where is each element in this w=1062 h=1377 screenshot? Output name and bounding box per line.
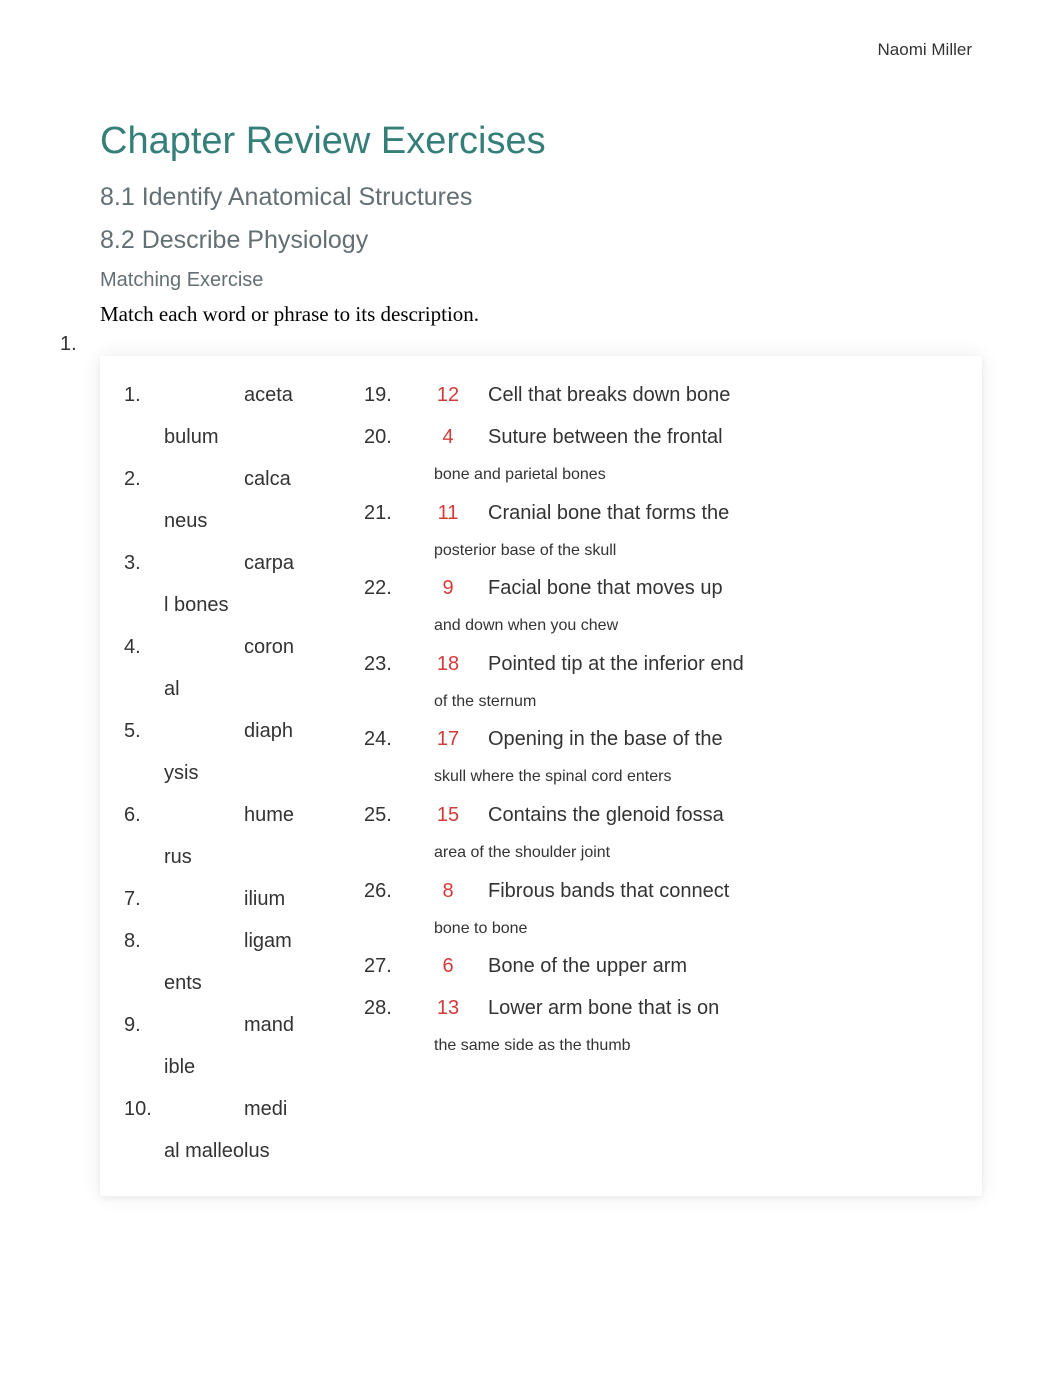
answer-value: 11 <box>408 492 488 534</box>
answer-row: 21.11Cranial bone that forms the <box>364 492 958 534</box>
answer-row: 20.4Suture between the frontal <box>364 416 958 458</box>
term-row: 4.coron <box>124 626 334 668</box>
term-row: 9.mand <box>124 1004 334 1046</box>
section-81-title: 8.1 Identify Anatomical Structures <box>100 183 982 212</box>
answer-value: 8 <box>408 870 488 912</box>
term-word: calca <box>244 468 291 490</box>
answer-number: 23. <box>364 643 408 685</box>
term-word: medi <box>244 1098 287 1120</box>
term-word: coron <box>244 636 294 658</box>
term-number: 8. <box>124 920 244 962</box>
answer-number: 27. <box>364 945 408 987</box>
answer-description: Opening in the base of the <box>488 728 723 750</box>
term-word: mand <box>244 1014 294 1036</box>
answer-row: 19.12Cell that breaks down bone <box>364 374 958 416</box>
answer-description: Cell that breaks down bone <box>488 384 730 406</box>
list-marker: 1. <box>60 333 982 356</box>
term-number: 4. <box>124 626 244 668</box>
answer-number: 24. <box>364 718 408 760</box>
term-row: 1.aceta <box>124 374 334 416</box>
answer-description: Suture between the frontal <box>488 426 723 448</box>
term-row: 10.medi <box>124 1088 334 1130</box>
term-row: 2.calca <box>124 458 334 500</box>
answer-description: Facial bone that moves up <box>488 577 723 599</box>
term-word: aceta <box>244 384 293 406</box>
answer-number: 28. <box>364 987 408 1029</box>
term-number: 3. <box>124 542 244 584</box>
term-continuation: al <box>124 668 334 710</box>
answer-continuation: the same side as the thumb <box>364 1029 958 1063</box>
answer-description: Fibrous bands that connect <box>488 880 729 902</box>
answer-continuation: area of the shoulder joint <box>364 836 958 870</box>
term-continuation: neus <box>124 500 334 542</box>
term-continuation: al malleolus <box>124 1130 334 1172</box>
answer-description: Lower arm bone that is on <box>488 997 719 1019</box>
answer-description: Bone of the upper arm <box>488 955 687 977</box>
answer-description: Cranial bone that forms the <box>488 502 729 524</box>
answer-number: 19. <box>364 374 408 416</box>
answer-value: 4 <box>408 416 488 458</box>
answer-row: 25.15Contains the glenoid fossa <box>364 794 958 836</box>
term-row: 5.diaph <box>124 710 334 752</box>
answer-description: Pointed tip at the inferior end <box>488 653 744 675</box>
answer-value: 9 <box>408 567 488 609</box>
term-row: 3.carpa <box>124 542 334 584</box>
term-continuation: ysis <box>124 752 334 794</box>
matching-content-box: 1.acetabulum2.calcaneus3.carpal bones4.c… <box>100 356 982 1196</box>
term-row: 8.ligam <box>124 920 334 962</box>
answers-column: 19.12Cell that breaks down bone20.4Sutur… <box>364 374 958 1172</box>
answer-row: 28.13Lower arm bone that is on <box>364 987 958 1029</box>
answer-value: 13 <box>408 987 488 1029</box>
term-continuation: bulum <box>124 416 334 458</box>
answer-number: 26. <box>364 870 408 912</box>
term-number: 9. <box>124 1004 244 1046</box>
answer-continuation: posterior base of the skull <box>364 534 958 568</box>
term-number: 1. <box>124 374 244 416</box>
term-number: 7. <box>124 878 244 920</box>
term-continuation: rus <box>124 836 334 878</box>
author-name: Naomi Miller <box>60 40 982 60</box>
answer-row: 26.8Fibrous bands that connect <box>364 870 958 912</box>
answer-number: 20. <box>364 416 408 458</box>
answer-value: 6 <box>408 945 488 987</box>
term-row: 6.hume <box>124 794 334 836</box>
answer-value: 12 <box>408 374 488 416</box>
term-row: 7.ilium <box>124 878 334 920</box>
term-number: 6. <box>124 794 244 836</box>
answer-continuation: and down when you chew <box>364 609 958 643</box>
answer-description: Contains the glenoid fossa <box>488 804 724 826</box>
answer-continuation: skull where the spinal cord enters <box>364 760 958 794</box>
term-word: hume <box>244 804 294 826</box>
term-word: ligam <box>244 930 292 952</box>
answer-value: 15 <box>408 794 488 836</box>
chapter-title: Chapter Review Exercises <box>100 120 982 163</box>
answer-row: 22.9Facial bone that moves up <box>364 567 958 609</box>
answer-continuation: of the sternum <box>364 685 958 719</box>
term-word: ilium <box>244 888 285 910</box>
instruction-text: Match each word or phrase to its descrip… <box>100 302 982 327</box>
section-82-title: 8.2 Describe Physiology <box>100 226 982 255</box>
term-continuation: ible <box>124 1046 334 1088</box>
answer-continuation: bone to bone <box>364 912 958 946</box>
term-word: carpa <box>244 552 294 574</box>
term-number: 10. <box>124 1088 244 1130</box>
matching-title: Matching Exercise <box>100 269 982 292</box>
answer-continuation: bone and parietal bones <box>364 458 958 492</box>
answer-row: 27.6Bone of the upper arm <box>364 945 958 987</box>
term-number: 2. <box>124 458 244 500</box>
answer-value: 17 <box>408 718 488 760</box>
answer-row: 23.18Pointed tip at the inferior end <box>364 643 958 685</box>
term-continuation: ents <box>124 962 334 1004</box>
answer-number: 22. <box>364 567 408 609</box>
answer-number: 25. <box>364 794 408 836</box>
answer-value: 18 <box>408 643 488 685</box>
terms-column: 1.acetabulum2.calcaneus3.carpal bones4.c… <box>124 374 334 1172</box>
term-number: 5. <box>124 710 244 752</box>
term-continuation: l bones <box>124 584 334 626</box>
answer-row: 24.17Opening in the base of the <box>364 718 958 760</box>
answer-number: 21. <box>364 492 408 534</box>
term-word: diaph <box>244 720 293 742</box>
